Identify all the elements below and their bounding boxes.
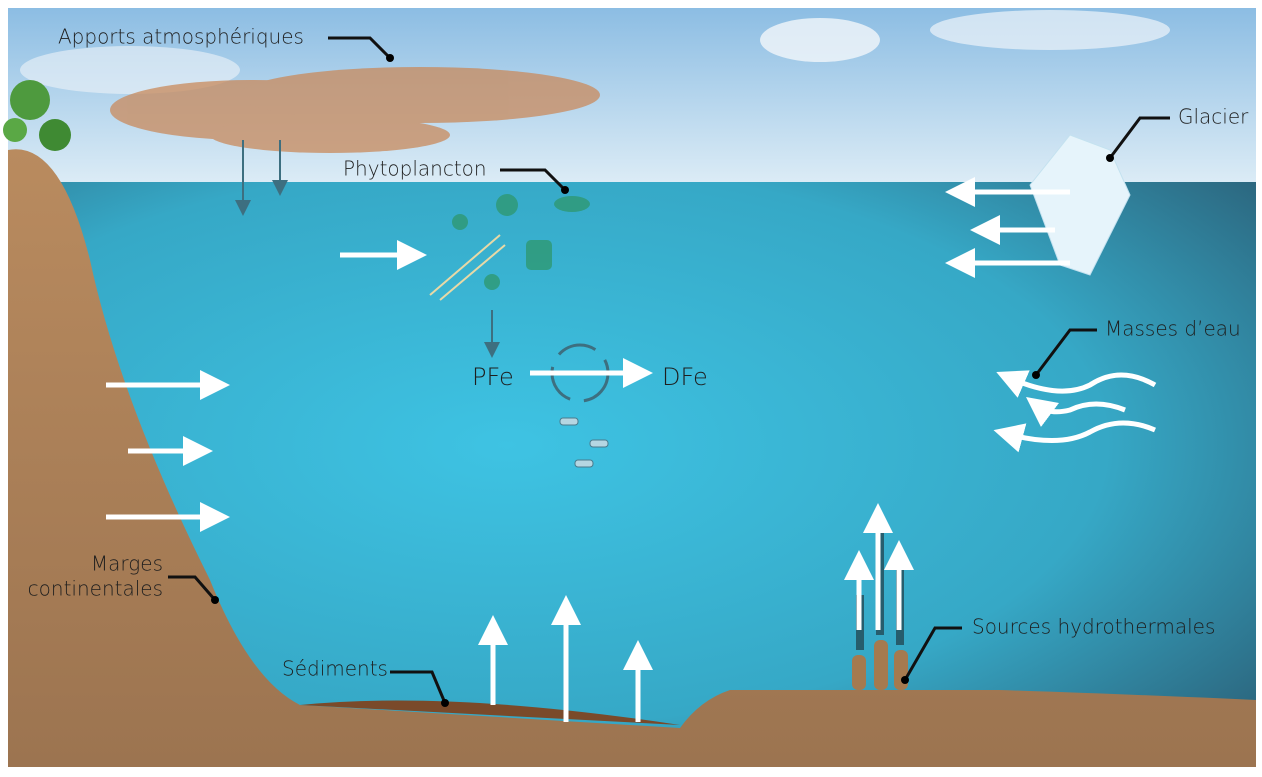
label-pfe: PFe xyxy=(472,363,514,391)
label-margins: Marges xyxy=(91,552,163,576)
label-phytoplankton: Phytoplancton xyxy=(343,157,487,181)
label-atmospheric: Apports atmosphériques xyxy=(58,25,304,49)
arrows xyxy=(106,140,1157,722)
label-sediments: Sédiments xyxy=(282,657,388,681)
label-hydrothermal: Sources hydrothermales xyxy=(972,615,1215,639)
leader-lines xyxy=(168,36,1170,707)
label-dfe: DFe xyxy=(662,363,708,391)
label-glacier: Glacier xyxy=(1178,105,1249,129)
label-water-masses: Masses d’eau xyxy=(1105,317,1241,341)
label-margins: continentales xyxy=(28,577,163,601)
